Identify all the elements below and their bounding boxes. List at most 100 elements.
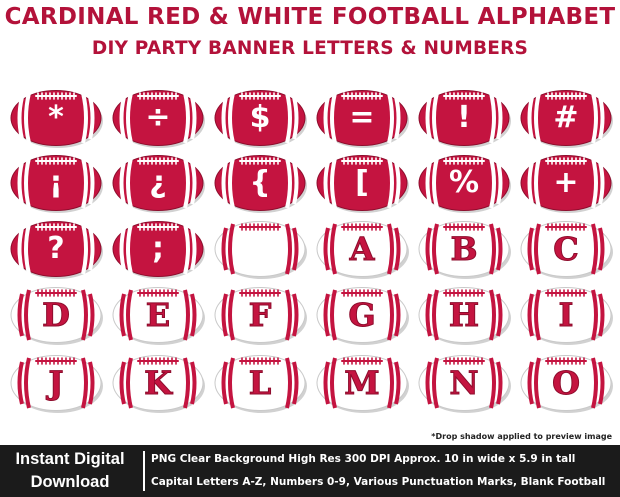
football-icon xyxy=(418,155,511,213)
football-red-11: % xyxy=(416,152,512,214)
football-icon xyxy=(418,287,511,345)
football-icon xyxy=(112,155,205,213)
football-red-3: $ xyxy=(212,87,308,149)
football-icon xyxy=(112,221,205,279)
instant-download-badge: Instant Digital Download xyxy=(0,445,140,497)
football-glyph: M xyxy=(344,364,380,402)
instant-line-2: Download xyxy=(30,473,110,491)
football-icon xyxy=(520,155,613,213)
football-icon xyxy=(10,355,103,413)
football-grid: * ÷ $ =! # ¡ ¿ { [% +?; A B C D E F G H I J K L M N O xyxy=(8,87,614,414)
football-icon xyxy=(214,90,307,148)
footer-bar: Instant Digital Download PNG Clear Backg… xyxy=(0,445,620,497)
football-icon xyxy=(112,90,205,148)
football-white-17: B xyxy=(416,218,512,280)
football-icon xyxy=(316,90,409,148)
football-icon xyxy=(214,355,307,413)
football-glyph xyxy=(212,218,308,280)
football-glyph: C xyxy=(553,230,579,268)
football-red-10: [ xyxy=(314,152,410,214)
football-white-22: G xyxy=(314,284,410,346)
football-white-24: I xyxy=(518,284,614,346)
football-glyph: E xyxy=(145,296,171,334)
football-red-9: { xyxy=(212,152,308,214)
page-title: CARDINAL RED & WHITE FOOTBALL ALPHABET xyxy=(4,4,616,30)
football-icon xyxy=(316,355,409,413)
football-glyph: ÷ xyxy=(145,100,171,135)
football-red-6: # xyxy=(518,87,614,149)
football-icon xyxy=(520,355,613,413)
football-glyph: [ xyxy=(355,165,369,200)
football-glyph: K xyxy=(144,364,173,402)
football-glyph: ! xyxy=(457,100,471,135)
football-glyph: D xyxy=(42,296,71,334)
football-glyph: % xyxy=(448,165,480,200)
football-glyph: $ xyxy=(249,100,271,135)
football-red-4: = xyxy=(314,87,410,149)
football-glyph: { xyxy=(249,165,271,200)
football-glyph: G xyxy=(348,296,376,334)
football-white-16: A xyxy=(314,218,410,280)
footer-specs-line: PNG Clear Background High Res 300 DPI Ap… xyxy=(151,453,576,465)
football-glyph: ? xyxy=(47,231,65,266)
football-icon xyxy=(418,221,511,279)
football-glyph: N xyxy=(449,364,479,402)
football-glyph: ; xyxy=(152,231,164,266)
football-glyph: O xyxy=(552,364,581,402)
football-white-20: E xyxy=(110,284,206,346)
football-glyph: H xyxy=(448,296,480,334)
football-red-12: + xyxy=(518,152,614,214)
football-icon xyxy=(10,287,103,345)
instant-line-1: Instant Digital xyxy=(15,450,125,468)
football-icon xyxy=(214,287,307,345)
football-white-28: M xyxy=(314,352,410,414)
footer-divider xyxy=(143,451,145,491)
football-red-14: ; xyxy=(110,218,206,280)
football-glyph: # xyxy=(553,100,579,135)
football-white-25: J xyxy=(8,352,104,414)
football-red-8: ¿ xyxy=(110,152,206,214)
football-glyph: + xyxy=(553,165,579,200)
football-white-15 xyxy=(212,218,308,280)
football-glyph: * xyxy=(48,100,64,135)
football-glyph: F xyxy=(248,296,272,334)
football-icon xyxy=(418,355,511,413)
football-icon xyxy=(112,355,205,413)
football-icon xyxy=(316,221,409,279)
football-icon xyxy=(520,90,613,148)
football-icon xyxy=(520,221,613,279)
football-glyph: L xyxy=(248,364,272,402)
football-red-7: ¡ xyxy=(8,152,104,214)
football-glyph: A xyxy=(349,230,375,268)
football-white-21: F xyxy=(212,284,308,346)
football-icon xyxy=(10,90,103,148)
football-white-30: O xyxy=(518,352,614,414)
football-icon xyxy=(316,155,409,213)
football-glyph: B xyxy=(450,230,478,268)
football-glyph: = xyxy=(349,100,375,135)
football-glyph: I xyxy=(558,296,574,334)
football-icon xyxy=(112,287,205,345)
football-glyph: J xyxy=(48,364,64,402)
page-subtitle: DIY PARTY BANNER LETTERS & NUMBERS xyxy=(91,38,529,59)
drop-shadow-note: *Drop shadow applied to preview image xyxy=(431,432,612,441)
football-icon xyxy=(10,155,103,213)
football-icon xyxy=(214,221,307,279)
football-red-5: ! xyxy=(416,87,512,149)
football-white-23: H xyxy=(416,284,512,346)
football-white-18: C xyxy=(518,218,614,280)
football-icon xyxy=(214,155,307,213)
football-icon xyxy=(520,287,613,345)
football-icon xyxy=(316,287,409,345)
football-white-27: L xyxy=(212,352,308,414)
football-white-19: D xyxy=(8,284,104,346)
football-white-26: K xyxy=(110,352,206,414)
football-icon xyxy=(418,90,511,148)
football-glyph: ¿ xyxy=(149,165,167,200)
football-red-1: * xyxy=(8,87,104,149)
footer-contents-line: Capital Letters A-Z, Numbers 0-9, Variou… xyxy=(151,476,606,488)
football-glyph: ¡ xyxy=(49,165,63,200)
football-red-13: ? xyxy=(8,218,104,280)
football-red-2: ÷ xyxy=(110,87,206,149)
football-white-29: N xyxy=(416,352,512,414)
